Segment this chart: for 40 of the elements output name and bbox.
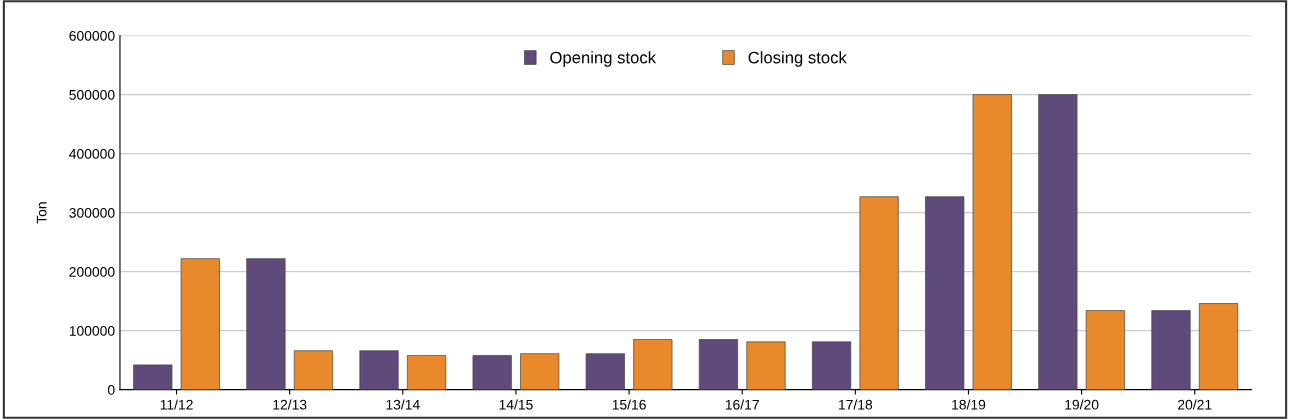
x-tick-label: 15/16 <box>612 399 646 410</box>
x-tick-label: 13/14 <box>386 399 420 410</box>
bar <box>293 350 334 390</box>
x-tick-label: 18/19 <box>952 399 986 410</box>
x-tick-label: 16/17 <box>725 399 759 410</box>
bar <box>811 341 852 390</box>
x-tick-label: 14/15 <box>499 399 533 410</box>
bar <box>925 196 965 390</box>
bar <box>1085 310 1125 390</box>
bar <box>1151 310 1191 390</box>
bar <box>698 339 739 390</box>
bar <box>472 355 512 390</box>
y-tick-label: 600000 <box>69 30 115 41</box>
x-tick-label: 19/20 <box>1065 399 1099 410</box>
bar <box>585 353 625 390</box>
bar <box>1198 303 1239 390</box>
bar <box>133 364 173 390</box>
bar <box>520 353 560 390</box>
bar <box>972 94 1012 390</box>
legend-label: Opening stock <box>550 51 657 67</box>
bar <box>633 339 673 390</box>
bar <box>746 341 786 390</box>
y-tick-label: 400000 <box>69 148 115 159</box>
bar <box>180 258 220 390</box>
y-tick-label: 0 <box>107 385 115 395</box>
x-tick-label: 20/21 <box>1178 399 1212 410</box>
legend-label: Closing stock <box>748 51 847 67</box>
x-tick-label: 12/13 <box>273 399 307 410</box>
y-tick-label: 500000 <box>69 89 115 100</box>
bar <box>246 258 286 390</box>
bar <box>406 355 447 390</box>
y-tick-label: 100000 <box>69 326 115 336</box>
y-axis-title: Ton <box>36 202 47 224</box>
bar <box>1038 94 1078 390</box>
x-tick-label: 11/12 <box>160 399 193 410</box>
y-tick-label: 300000 <box>69 207 115 218</box>
y-tick-label: 200000 <box>69 266 115 277</box>
bar <box>859 196 899 390</box>
x-tick-label: 17/18 <box>839 399 873 410</box>
bar <box>359 350 399 390</box>
